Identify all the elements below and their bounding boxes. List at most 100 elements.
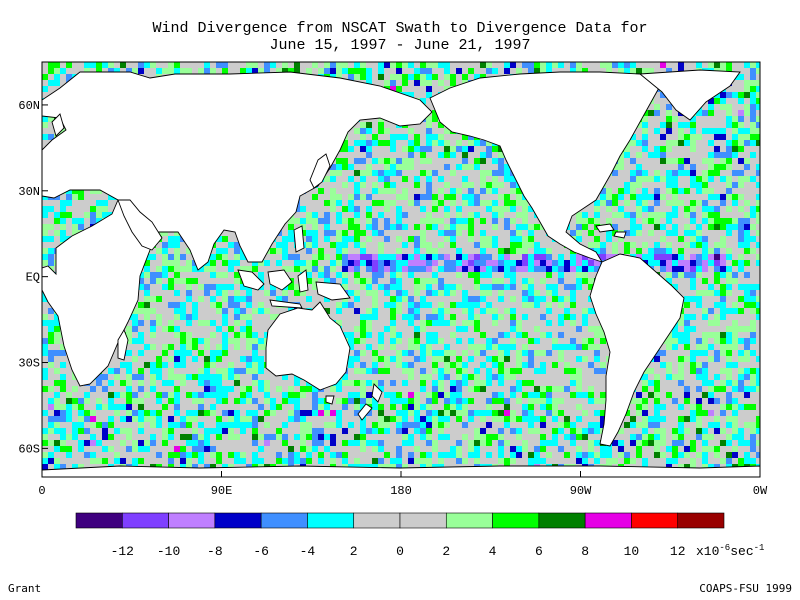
field-cell (54, 86, 60, 92)
field-cell (660, 236, 666, 242)
field-cell (156, 260, 162, 266)
field-cell (390, 296, 396, 302)
field-cell (480, 284, 486, 290)
field-cell (90, 218, 96, 224)
field-cell (300, 260, 306, 266)
field-cell (318, 236, 324, 242)
field-cell (366, 68, 372, 74)
field-cell (756, 230, 760, 236)
field-cell (606, 236, 612, 242)
field-cell (372, 62, 378, 68)
field-cell (678, 278, 684, 284)
field-cell (426, 140, 432, 146)
field-cell (750, 164, 756, 170)
field-cell (708, 140, 714, 146)
field-cell (318, 194, 324, 200)
field-cell (708, 242, 714, 248)
field-cell (384, 80, 390, 86)
field-cell (348, 182, 354, 188)
field-cell (396, 188, 402, 194)
field-cell (450, 260, 456, 266)
field-cell (60, 128, 66, 134)
field-cell (468, 170, 474, 176)
field-cell (672, 140, 678, 146)
field-cell (360, 206, 366, 212)
field-cell (432, 140, 438, 146)
field-cell (54, 230, 60, 236)
field-cell (486, 212, 492, 218)
field-cell (624, 62, 630, 68)
field-cell (408, 242, 414, 248)
field-cell (330, 164, 336, 170)
field-cell (264, 302, 270, 308)
field-cell (552, 302, 558, 308)
field-cell (342, 62, 348, 68)
field-cell (612, 212, 618, 218)
field-cell (438, 146, 444, 152)
field-cell (270, 62, 276, 68)
field-cell (168, 278, 174, 284)
field-cell (354, 200, 360, 206)
field-cell (408, 146, 414, 152)
field-cell (408, 284, 414, 290)
field-cell (630, 230, 636, 236)
field-cell (432, 290, 438, 296)
field-cell (648, 158, 654, 164)
field-cell (48, 134, 54, 140)
field-cell (456, 236, 462, 242)
field-cell (48, 116, 54, 122)
field-cell (312, 206, 318, 212)
field-cell (666, 260, 672, 266)
field-cell (642, 170, 648, 176)
field-cell (96, 68, 102, 74)
field-cell (750, 62, 756, 68)
field-cell (660, 206, 666, 212)
field-cell (702, 188, 708, 194)
field-cell (360, 164, 366, 170)
field-cell (42, 212, 48, 218)
field-cell (468, 182, 474, 188)
field-cell (642, 254, 648, 260)
field-cell (504, 302, 510, 308)
field-cell (732, 86, 738, 92)
field-cell (462, 260, 468, 266)
field-cell (174, 62, 180, 68)
field-cell (522, 200, 528, 206)
field-cell (282, 308, 288, 314)
field-cell (444, 68, 450, 74)
field-cell (378, 296, 384, 302)
field-cell (348, 212, 354, 218)
field-cell (318, 272, 324, 278)
field-cell (162, 68, 168, 74)
field-cell (708, 170, 714, 176)
field-cell (372, 158, 378, 164)
field-cell (642, 206, 648, 212)
field-cell (714, 206, 720, 212)
field-cell (576, 62, 582, 68)
field-cell (714, 296, 720, 302)
field-cell (348, 152, 354, 158)
field-cell (630, 182, 636, 188)
field-cell (378, 122, 384, 128)
field-cell (642, 158, 648, 164)
field-cell (648, 164, 654, 170)
field-cell (672, 62, 678, 68)
field-cell (666, 146, 672, 152)
field-cell (750, 158, 756, 164)
field-cell (408, 206, 414, 212)
field-cell (150, 290, 156, 296)
field-cell (378, 74, 384, 80)
field-cell (342, 164, 348, 170)
field-cell (372, 140, 378, 146)
field-cell (396, 164, 402, 170)
field-cell (744, 74, 750, 80)
field-cell (720, 242, 726, 248)
field-cell (384, 260, 390, 266)
field-cell (276, 248, 282, 254)
field-cell (210, 296, 216, 302)
field-cell (414, 266, 420, 272)
field-cell (756, 296, 760, 302)
field-cell (288, 284, 294, 290)
field-cell (660, 182, 666, 188)
field-cell (378, 146, 384, 152)
